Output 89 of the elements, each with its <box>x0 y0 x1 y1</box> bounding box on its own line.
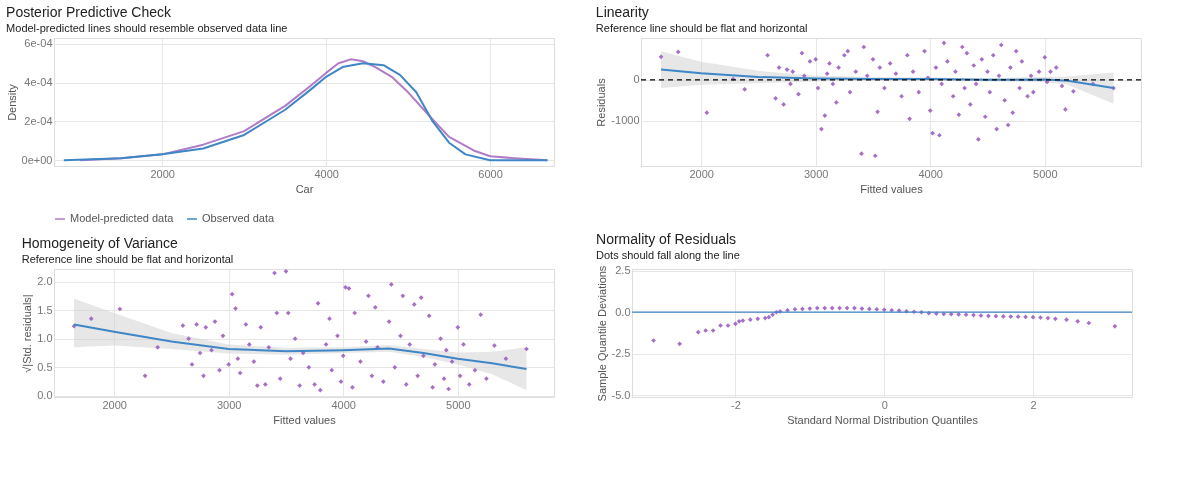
point <box>755 316 761 322</box>
y-tick-label: 6e-04 <box>24 37 53 50</box>
point <box>1008 314 1014 319</box>
x-axis-title: Car <box>295 182 314 195</box>
point <box>889 307 895 313</box>
point <box>807 306 813 311</box>
y-axis-title: Sample Quantile Deviations <box>595 265 608 402</box>
y-axis-title: Residuals <box>595 77 608 127</box>
point <box>814 305 820 311</box>
point <box>733 321 738 327</box>
x-tick-label: 6000 <box>478 167 503 180</box>
y-tick-label: -1000 <box>611 114 640 127</box>
y-tick-label: 0e+00 <box>21 153 53 166</box>
chart-title: Posterior Predictive Check <box>6 3 173 20</box>
y-tick-label: -5.0 <box>611 388 631 401</box>
point <box>867 306 872 312</box>
point <box>1086 320 1092 326</box>
y-axis-title: √|Std. residuals| <box>21 294 34 373</box>
y-tick-label: 1.0 <box>37 332 53 345</box>
x-tick-label: 0 <box>881 398 888 411</box>
y-tick-label: 1.5 <box>37 303 53 316</box>
point <box>822 305 828 311</box>
y-tick-label: 0.5 <box>37 360 53 373</box>
point <box>785 307 790 313</box>
point <box>986 313 991 319</box>
x-axis-title: Fitted values <box>273 413 337 426</box>
point <box>829 305 835 311</box>
x-tick-label: 3000 <box>803 167 829 180</box>
point <box>703 328 709 333</box>
x-tick-label: -2 <box>731 398 741 411</box>
point <box>1023 314 1028 320</box>
point <box>762 315 768 321</box>
y-tick-label: -2.5 <box>611 347 631 360</box>
chart-subtitle: Dots should fall along the line <box>596 248 740 261</box>
x-tick-label: 2000 <box>150 167 175 180</box>
x-tick-label: 5000 <box>1033 167 1058 180</box>
y-tick-label: 2.0 <box>37 275 53 288</box>
point <box>651 338 656 343</box>
x-tick-label: 3000 <box>216 398 242 411</box>
point <box>963 312 969 318</box>
x-tick-label: 4000 <box>314 167 339 180</box>
legend-label: Model-predicted data <box>70 212 175 224</box>
point <box>1053 316 1058 322</box>
point <box>718 323 723 328</box>
point <box>792 306 798 312</box>
point <box>1075 319 1081 324</box>
point <box>770 312 775 318</box>
y-tick-label: 0.0 <box>37 389 53 402</box>
line-series <box>73 323 528 370</box>
point <box>766 314 772 320</box>
point <box>1064 317 1069 323</box>
chart-title: Normality of Residuals <box>596 230 737 247</box>
point <box>747 317 753 323</box>
y-tick-label: 2.5 <box>615 264 631 277</box>
x-axis-title: Standard Normal Distribution Quantiles <box>787 413 979 426</box>
point <box>1030 314 1036 320</box>
point <box>956 312 961 317</box>
x-tick-label: 4000 <box>331 398 356 411</box>
x-tick-label: 2000 <box>102 398 127 411</box>
chart-title: Linearity <box>595 4 649 20</box>
y-tick-label: 4e-04 <box>24 76 53 89</box>
line-series <box>660 68 1115 90</box>
point <box>1038 315 1043 320</box>
x-tick-label: 5000 <box>446 398 471 411</box>
chart-subtitle: Model-predicted lines should resemble observed data line <box>6 21 288 34</box>
chart-subtitle: Reference line should be flat and horizontal <box>595 22 808 34</box>
x-tick-label: 2 <box>1030 398 1037 411</box>
chart-subtitle: Reference line should be flat and horizontal <box>21 252 234 265</box>
point <box>993 313 999 319</box>
point <box>677 341 682 347</box>
point <box>800 306 805 312</box>
legend-label: Observed data <box>202 212 276 224</box>
point <box>1112 324 1118 329</box>
point <box>736 319 742 324</box>
x-axis-title: Fitted values <box>860 182 924 195</box>
point <box>740 318 746 323</box>
point <box>881 307 887 313</box>
point <box>1045 315 1051 321</box>
point <box>695 329 701 335</box>
y-tick-label: 0.0 <box>615 305 631 318</box>
y-tick-label: 2e-04 <box>24 114 53 127</box>
point <box>1015 314 1021 320</box>
point <box>844 305 850 311</box>
chart-title: Homogeneity of Variance <box>21 234 179 251</box>
point <box>874 306 880 312</box>
y-axis-title: Density <box>5 83 18 121</box>
x-tick-label: 2000 <box>689 167 714 180</box>
point <box>1000 314 1006 319</box>
x-tick-label: 4000 <box>918 167 943 180</box>
